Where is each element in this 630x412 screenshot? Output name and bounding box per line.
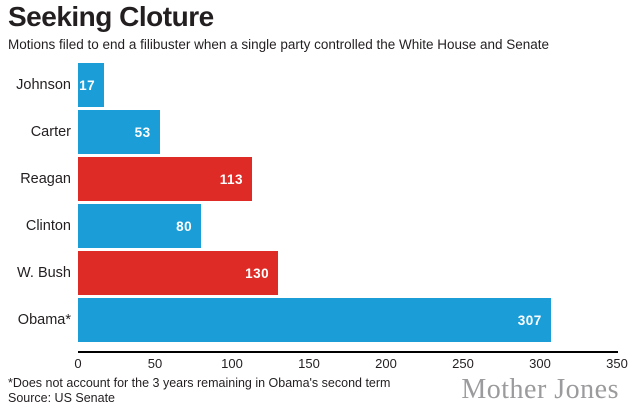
bar: 113 [78, 157, 253, 201]
x-axis-tick-label: 300 [529, 356, 551, 371]
bar-value-label: 130 [245, 265, 270, 281]
x-axis-tick-label: 200 [375, 356, 397, 371]
bar: 80 [78, 204, 202, 248]
bar: 307 [78, 298, 551, 342]
category-label: Carter [30, 124, 71, 140]
bar-chart: Johnson 17 Carter 53 Reagan 113 Clinton 80 W. Bu… [0, 63, 630, 345]
bar-track: 17 [78, 63, 617, 107]
bar: 53 [78, 110, 160, 154]
bar-value-label: 80 [176, 218, 193, 234]
bar-value-label: 307 [517, 312, 542, 328]
bar-row: Carter 53 [0, 110, 630, 154]
x-axis-tick-label: 50 [147, 356, 163, 371]
bar-track: 53 [78, 110, 617, 154]
bar-row: Clinton 80 [0, 204, 630, 248]
bar-track: 307 [78, 298, 617, 342]
bar-track: 130 [78, 251, 617, 295]
bar-track: 113 [78, 157, 617, 201]
bar-row: Obama* 307 [0, 298, 630, 342]
bar-row: Johnson 17 [0, 63, 630, 107]
x-axis-line [78, 351, 618, 353]
bar-track: 80 [78, 204, 617, 248]
chart-title: Seeking Cloture [8, 1, 214, 32]
source-credit: Source: US Senate [8, 391, 116, 405]
bar-value-label: 113 [219, 171, 244, 187]
category-label: Reagan [20, 171, 71, 187]
category-label: W. Bush [17, 265, 71, 281]
x-axis-tick-label: 250 [452, 356, 474, 371]
x-axis-tick-label: 0 [74, 356, 82, 371]
bar-value-label: 17 [79, 77, 96, 93]
bar-row: Reagan 113 [0, 157, 630, 201]
bar: 17 [78, 63, 105, 107]
footnote: *Does not account for the 3 years remain… [8, 376, 391, 390]
category-label: Obama* [17, 312, 71, 328]
chart-subtitle: Motions filed to end a filibuster when a… [8, 37, 550, 52]
category-label: Clinton [25, 218, 71, 234]
x-axis-tick-label: 150 [298, 356, 320, 371]
category-label: Johnson [16, 77, 71, 93]
bar-row: W. Bush 130 [0, 251, 630, 295]
bar: 130 [78, 251, 279, 295]
mother-jones-logo: Mother Jones [461, 374, 619, 405]
bar-value-label: 53 [134, 124, 151, 140]
x-axis-tick-label: 100 [221, 356, 243, 371]
x-axis-tick-label: 350 [606, 356, 628, 371]
x-axis-ticks: 0 50 100 150 200 250 300 350 [74, 356, 627, 372]
